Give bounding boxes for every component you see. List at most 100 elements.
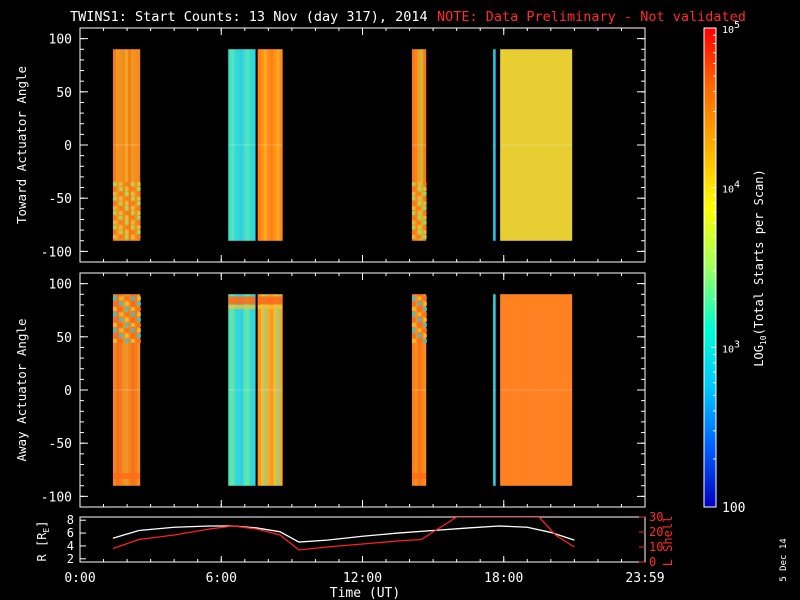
heatmap-pattern-cell bbox=[112, 230, 117, 235]
heatmap-stripe bbox=[279, 294, 283, 486]
right-y-tick-label: 30 bbox=[649, 510, 663, 524]
heatmap-stripe bbox=[542, 49, 546, 241]
heatmap-pattern-cell bbox=[417, 220, 421, 225]
heatmap-stripe bbox=[263, 49, 268, 241]
heatmap-pattern-cell bbox=[124, 234, 129, 239]
heatmap-pattern-cell bbox=[411, 312, 416, 317]
heatmap-pattern-cell bbox=[124, 201, 129, 206]
heatmap-stripe bbox=[539, 49, 543, 241]
x-tick-label: 6:00 bbox=[206, 571, 237, 586]
colorbar-gradient bbox=[704, 28, 716, 507]
x-tick-label: 23:59 bbox=[625, 571, 664, 586]
heatmap-edge-band bbox=[228, 304, 256, 309]
heatmap-pattern-cell bbox=[118, 312, 123, 317]
heatmap-pattern-cell bbox=[423, 328, 427, 333]
heatmap-stripe bbox=[512, 294, 516, 486]
away-heatmap-panel: 100 50 0 -50 -100 bbox=[41, 272, 646, 508]
heatmap-pattern-cell bbox=[118, 201, 123, 206]
colorbar-frame bbox=[703, 27, 717, 508]
heatmap-pattern-cell bbox=[137, 333, 141, 338]
heatmap-pattern-cell bbox=[417, 301, 422, 306]
heatmap-stripe bbox=[493, 294, 496, 486]
heatmap-pattern-cell bbox=[423, 225, 427, 230]
heatmap-stripe bbox=[557, 294, 561, 486]
y-tick-label: 50 bbox=[56, 86, 72, 101]
heatmap-pattern-cell bbox=[112, 187, 117, 192]
heatmap-pattern-cell bbox=[411, 328, 416, 333]
heatmap-pattern-cell bbox=[137, 196, 141, 201]
heatmap-pattern-cell bbox=[423, 317, 427, 322]
heatmap-stripe bbox=[270, 49, 274, 241]
heatmap-pattern-cell bbox=[137, 312, 141, 317]
heatmap-zero-line bbox=[411, 144, 427, 146]
figure-title: TWINS1: Start Counts: 13 Nov (day 317), … bbox=[70, 9, 428, 25]
heatmap-stripe bbox=[423, 49, 427, 241]
heatmap-stripe bbox=[515, 49, 519, 241]
heatmap-zero-line bbox=[411, 389, 427, 391]
heatmap-pattern-cell bbox=[131, 220, 135, 225]
heatmap-stripe bbox=[231, 294, 235, 486]
heatmap-stripe bbox=[551, 294, 555, 486]
heatmap-pattern-cell bbox=[112, 322, 117, 327]
heatmap-pattern-cell bbox=[417, 333, 422, 338]
heatmap-pattern-cell bbox=[411, 301, 416, 306]
heatmap-stripe bbox=[270, 294, 274, 486]
heatmap-pattern-cell bbox=[137, 338, 141, 343]
heatmap-pattern-cell bbox=[124, 301, 129, 306]
heatmap-pattern-cell bbox=[131, 301, 135, 306]
heatmap-pattern-cell bbox=[137, 206, 141, 211]
heatmap-stripe bbox=[420, 294, 424, 486]
heatmap-pattern-cell bbox=[112, 301, 117, 306]
heatmap-pattern-cell bbox=[411, 234, 416, 239]
heatmap-pattern-cell bbox=[411, 307, 416, 312]
preliminary-note: NOTE: Data Preliminary - Not validated bbox=[437, 9, 746, 25]
heatmap-pattern-cell bbox=[131, 230, 135, 235]
heatmap-stripe bbox=[423, 294, 427, 486]
y-tick-label: -50 bbox=[49, 437, 72, 452]
away-ylabel: Away Actuator Angle bbox=[14, 319, 29, 462]
heatmap-pattern-cell bbox=[137, 322, 141, 327]
heatmap-stripe bbox=[134, 294, 138, 486]
heatmap-stripe bbox=[566, 49, 570, 241]
heatmap-pattern-cell bbox=[124, 215, 129, 220]
heatmap-stripe bbox=[524, 294, 528, 486]
colorbar: 105 104 103 100 bbox=[703, 20, 745, 516]
heatmap-pattern-cell bbox=[112, 234, 117, 239]
heatmap-stripe bbox=[500, 49, 504, 241]
heatmap-pattern-cell bbox=[112, 206, 117, 211]
heatmap-stripe bbox=[493, 49, 496, 241]
heatmap-pattern-cell bbox=[131, 191, 135, 196]
left-y-tick-label: 4 bbox=[67, 539, 74, 553]
heatmap-pattern-cell bbox=[131, 206, 135, 211]
heatmap-pattern-cell bbox=[417, 338, 422, 343]
heatmap-pattern-cell bbox=[118, 230, 123, 235]
heatmap-stripe bbox=[551, 49, 555, 241]
heatmap-pattern-cell bbox=[411, 182, 416, 187]
heatmap-stripe bbox=[131, 294, 135, 486]
heatmap-pattern-cell bbox=[411, 225, 416, 230]
heatmap-pattern-cell bbox=[137, 215, 141, 220]
heatmap-stripe bbox=[273, 294, 277, 486]
heatmap-stripe bbox=[257, 49, 262, 241]
heatmap-stripe bbox=[566, 294, 570, 486]
heatmap-pattern-cell bbox=[423, 215, 427, 220]
heatmap-pattern-cell bbox=[417, 187, 421, 192]
heatmap-stripe bbox=[112, 49, 117, 241]
heatmap-stripe bbox=[554, 49, 558, 241]
heatmap-pattern-cell bbox=[137, 220, 141, 225]
heatmap-stripe bbox=[112, 294, 117, 486]
heatmap-pattern-cell bbox=[131, 215, 135, 220]
heatmap-stripe bbox=[267, 294, 271, 486]
y-tick-label: 100 bbox=[49, 33, 72, 48]
heatmap-stripe bbox=[118, 49, 123, 241]
heatmap-stripe bbox=[539, 294, 543, 486]
heatmap-pattern-cell bbox=[411, 322, 416, 327]
y-tick-label: 100 bbox=[49, 278, 72, 293]
heatmap-stripe bbox=[527, 294, 531, 486]
heatmap-pattern-cell bbox=[131, 338, 135, 343]
heatmap-zero-line bbox=[112, 144, 141, 146]
heatmap-stripe bbox=[563, 49, 567, 241]
heatmap-zero-line bbox=[228, 144, 256, 146]
heatmap-pattern-cell bbox=[118, 338, 123, 343]
heatmap-pattern-cell bbox=[417, 196, 421, 201]
